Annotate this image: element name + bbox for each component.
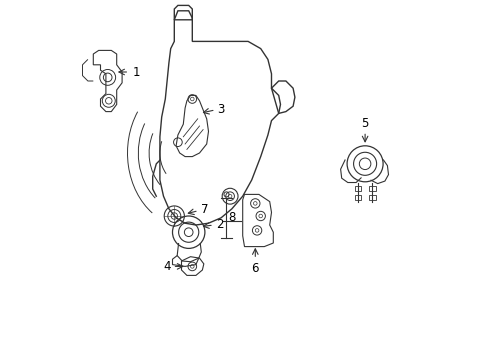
Text: 8: 8 bbox=[228, 211, 235, 224]
Text: 1: 1 bbox=[133, 66, 140, 78]
Bar bbox=[368, 186, 375, 191]
Bar bbox=[354, 195, 361, 200]
Bar bbox=[354, 186, 361, 191]
Text: 2: 2 bbox=[215, 219, 223, 231]
Text: 4: 4 bbox=[163, 260, 170, 273]
Text: 3: 3 bbox=[217, 103, 224, 116]
Text: 5: 5 bbox=[361, 117, 368, 130]
Bar bbox=[368, 195, 375, 200]
Text: 7: 7 bbox=[200, 203, 208, 216]
Text: 6: 6 bbox=[251, 262, 259, 275]
